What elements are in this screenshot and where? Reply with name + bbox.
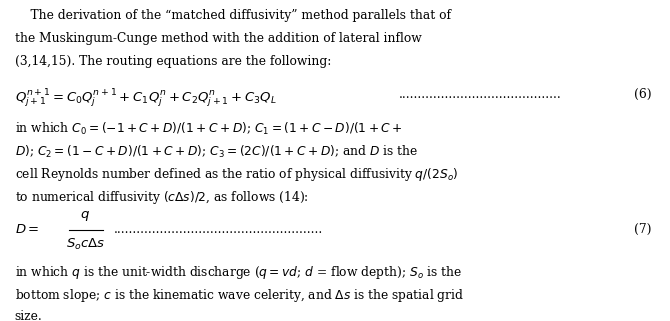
Text: bottom slope; $c$ is the kinematic wave celerity, and $\Delta s$ is the spatial : bottom slope; $c$ is the kinematic wave … xyxy=(15,287,464,304)
Text: (6): (6) xyxy=(634,88,652,101)
Text: in which $C_0 = (-1 + C + D)/(1 + C + D)$; $C_1 = (1 + C - D)/(1 + C +$: in which $C_0 = (-1 + C + D)/(1 + C + D)… xyxy=(15,121,403,137)
Text: $D)$; $C_2 = (1 - C + D)/(1 + C + D)$; $C_3 = (2C)/(1 + C + D)$; and $D$ is the: $D)$; $C_2 = (1 - C + D)/(1 + C + D)$; $… xyxy=(15,143,418,160)
Text: $q$: $q$ xyxy=(80,209,90,223)
Text: (7): (7) xyxy=(634,223,652,236)
Text: the Muskingum-Cunge method with the addition of lateral inflow: the Muskingum-Cunge method with the addi… xyxy=(15,32,421,45)
Text: ......................................................: ........................................… xyxy=(113,223,323,236)
Text: $D =$: $D =$ xyxy=(15,223,39,236)
Text: $S_o c\Delta s$: $S_o c\Delta s$ xyxy=(66,237,106,252)
Text: The derivation of the “matched diffusivity” method parallels that of: The derivation of the “matched diffusivi… xyxy=(15,9,451,22)
Text: (3,14,15). The routing equations are the following:: (3,14,15). The routing equations are the… xyxy=(15,55,331,67)
Text: size.: size. xyxy=(15,309,42,321)
Text: ..........................................: ........................................… xyxy=(399,88,561,101)
Text: cell Reynolds number defined as the ratio of physical diffusivity $q/(2S_o)$: cell Reynolds number defined as the rati… xyxy=(15,166,458,183)
Text: $Q_{j+1}^{n+1} = C_0Q_j^{n+1} + C_1Q_j^n + C_2Q_{j+1}^n + C_3Q_L$: $Q_{j+1}^{n+1} = C_0Q_j^{n+1} + C_1Q_j^n… xyxy=(15,88,277,110)
Text: to numerical diffusivity $(c\Delta s)/2$, as follows (14):: to numerical diffusivity $(c\Delta s)/2$… xyxy=(15,189,308,206)
Text: in which $q$ is the unit-width discharge ($q = vd$; $d$ = flow depth); $S_o$ is : in which $q$ is the unit-width discharge… xyxy=(15,265,462,282)
